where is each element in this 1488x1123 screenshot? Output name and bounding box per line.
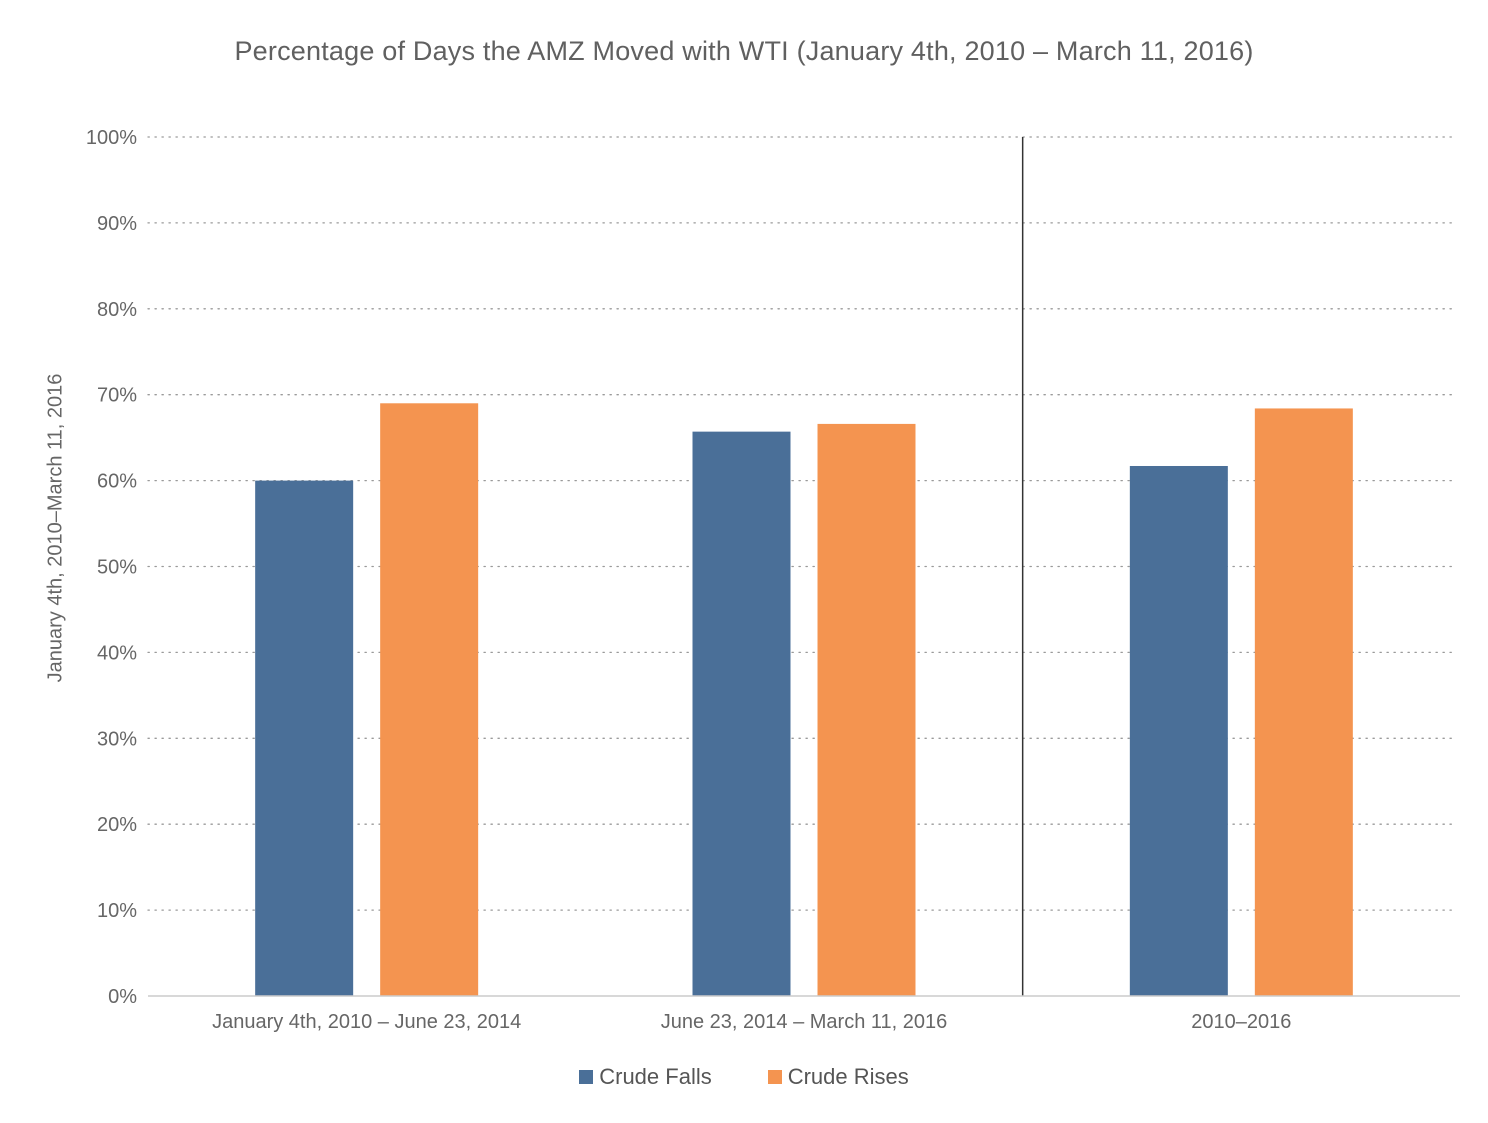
y-tick-label: 90%	[97, 213, 137, 235]
bar-crude-falls	[1129, 465, 1228, 996]
y-tick-label: 30%	[97, 728, 137, 750]
y-tick-label: 60%	[97, 471, 137, 493]
bar-crude-rises	[380, 403, 479, 996]
legend-swatch-crude-rises	[767, 1070, 782, 1084]
bar-crude-rises	[1254, 408, 1353, 997]
y-tick-label: 20%	[97, 814, 137, 836]
legend-item-crude-rises: Crude Rises	[767, 1064, 909, 1090]
legend: Crude Falls Crude Rises	[0, 1064, 1488, 1090]
x-tick-label: 2010–2016	[1191, 1011, 1291, 1033]
y-tick-label: 50%	[97, 557, 137, 579]
y-tick-label: 10%	[97, 900, 137, 922]
legend-label-crude-rises: Crude Rises	[787, 1064, 909, 1089]
y-tick-label: 80%	[97, 299, 137, 321]
x-tick-label: January 4th, 2010 – June 23, 2014	[212, 1011, 521, 1033]
y-tick-label: 100%	[86, 127, 137, 149]
y-tick-label: 70%	[97, 385, 137, 407]
bar-crude-falls	[692, 431, 791, 997]
x-tick-label: June 23, 2014 – March 11, 2016	[661, 1011, 948, 1033]
bar-crude-rises	[817, 423, 916, 996]
chart-title: Percentage of Days the AMZ Moved with WT…	[234, 36, 1254, 66]
legend-item-crude-falls: Crude Falls	[579, 1064, 712, 1090]
legend-label-crude-falls: Crude Falls	[599, 1064, 712, 1089]
bar-crude-falls	[255, 480, 354, 997]
y-tick-label: 40%	[97, 642, 137, 664]
legend-swatch-crude-falls	[579, 1070, 594, 1084]
y-tick-label: 0%	[108, 986, 137, 1008]
